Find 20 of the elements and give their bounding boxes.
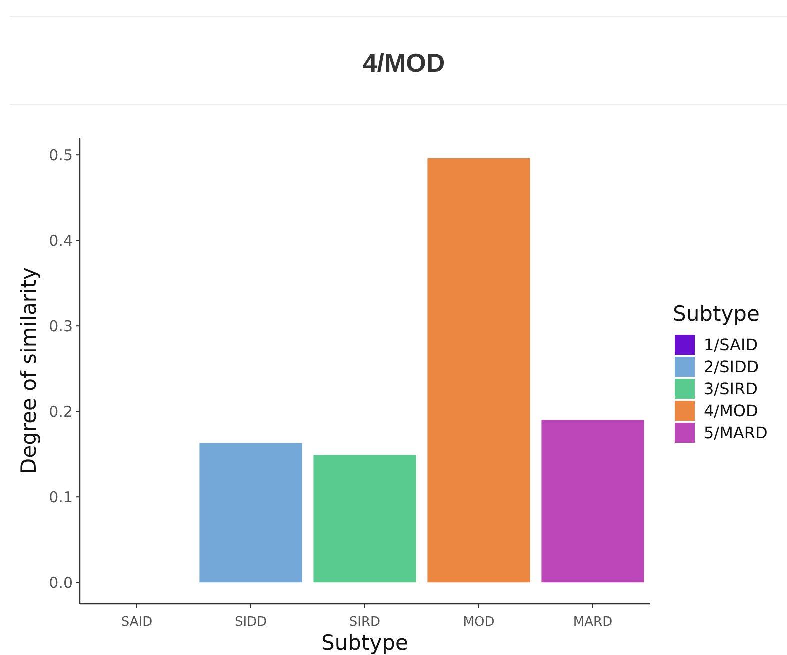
x-tick-label: SAID xyxy=(121,615,153,630)
y-tick-label: 0.2 xyxy=(49,402,73,421)
x-tick-label: MOD xyxy=(463,615,495,630)
chart-title: 4/MOD xyxy=(362,48,446,78)
legend-label: 3/SIRD xyxy=(704,380,758,399)
x-tick-label: MARD xyxy=(573,615,613,630)
legend-label: 2/SIDD xyxy=(704,358,760,377)
y-tick-label: 0.3 xyxy=(49,317,73,336)
x-tick-label: SIDD xyxy=(234,615,268,630)
x-tick-label: SIRD xyxy=(349,615,381,630)
y-tick-label: 0.4 xyxy=(49,232,73,250)
y-tick-label: 0.1 xyxy=(49,488,73,506)
legend-label: 5/MARD xyxy=(704,424,768,443)
legend-label: 1/SAID xyxy=(704,336,758,355)
x-axis-title: Subtype xyxy=(322,631,408,655)
y-axis-title: Degree of similarity xyxy=(17,268,41,474)
legend-label: 4/MOD xyxy=(704,402,758,421)
legend-title: Subtype xyxy=(673,302,760,326)
y-tick-label: 0.5 xyxy=(49,146,73,164)
y-tick-label: 0.0 xyxy=(49,574,73,592)
